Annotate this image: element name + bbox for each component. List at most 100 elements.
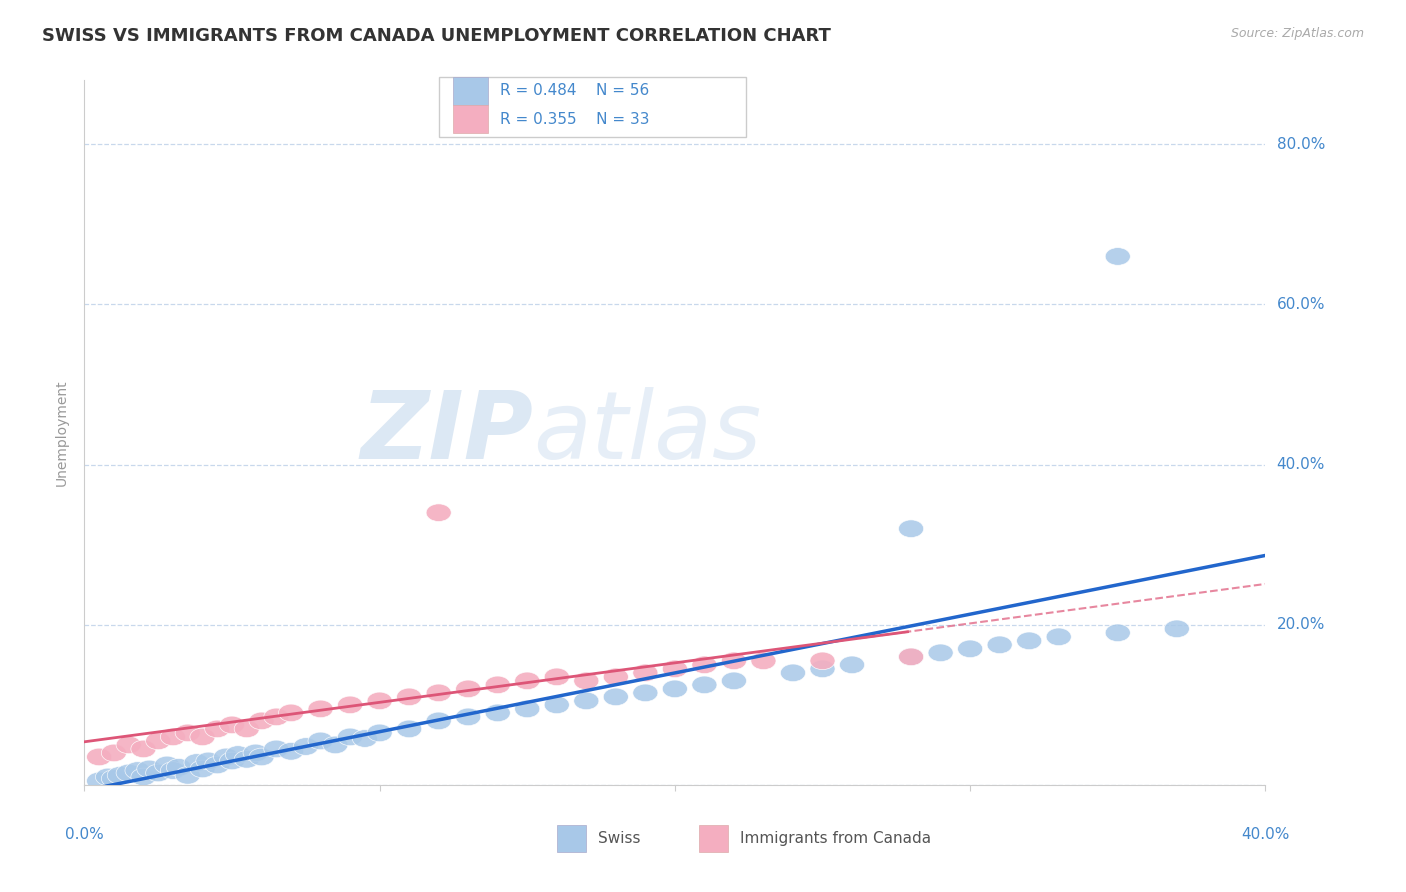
Text: 40.0%: 40.0% xyxy=(1277,458,1324,472)
Ellipse shape xyxy=(367,692,392,710)
Ellipse shape xyxy=(426,504,451,522)
Ellipse shape xyxy=(219,716,245,734)
Ellipse shape xyxy=(751,652,776,670)
Text: R = 0.484    N = 56: R = 0.484 N = 56 xyxy=(501,83,650,98)
Ellipse shape xyxy=(721,652,747,670)
Ellipse shape xyxy=(426,712,451,730)
Ellipse shape xyxy=(264,708,288,726)
Ellipse shape xyxy=(353,730,377,747)
Ellipse shape xyxy=(367,724,392,742)
Ellipse shape xyxy=(898,648,924,665)
Ellipse shape xyxy=(235,750,259,768)
Ellipse shape xyxy=(1105,624,1130,641)
Text: ZIP: ZIP xyxy=(360,386,533,479)
Ellipse shape xyxy=(692,656,717,673)
Ellipse shape xyxy=(456,708,481,726)
Text: R = 0.355    N = 33: R = 0.355 N = 33 xyxy=(501,112,650,127)
Ellipse shape xyxy=(117,764,141,781)
Ellipse shape xyxy=(987,636,1012,654)
Ellipse shape xyxy=(426,684,451,702)
Ellipse shape xyxy=(243,744,269,762)
Ellipse shape xyxy=(87,772,111,789)
Ellipse shape xyxy=(131,740,156,757)
Ellipse shape xyxy=(396,720,422,738)
Ellipse shape xyxy=(810,652,835,670)
Ellipse shape xyxy=(96,768,121,786)
Ellipse shape xyxy=(205,720,229,738)
Ellipse shape xyxy=(323,736,347,754)
Ellipse shape xyxy=(146,732,170,749)
Text: SWISS VS IMMIGRANTS FROM CANADA UNEMPLOYMENT CORRELATION CHART: SWISS VS IMMIGRANTS FROM CANADA UNEMPLOY… xyxy=(42,27,831,45)
Ellipse shape xyxy=(160,762,186,780)
Ellipse shape xyxy=(264,740,288,757)
Ellipse shape xyxy=(928,644,953,662)
Ellipse shape xyxy=(574,672,599,690)
Ellipse shape xyxy=(107,766,132,784)
Ellipse shape xyxy=(1105,248,1130,265)
Ellipse shape xyxy=(294,738,318,756)
Ellipse shape xyxy=(810,660,835,678)
Ellipse shape xyxy=(190,728,215,746)
Ellipse shape xyxy=(544,668,569,686)
Ellipse shape xyxy=(1046,628,1071,646)
Ellipse shape xyxy=(515,672,540,690)
Ellipse shape xyxy=(166,758,191,776)
Text: 20.0%: 20.0% xyxy=(1277,617,1324,632)
Ellipse shape xyxy=(692,676,717,694)
Text: atlas: atlas xyxy=(533,387,762,478)
Ellipse shape xyxy=(219,752,245,770)
Ellipse shape xyxy=(160,728,186,746)
Ellipse shape xyxy=(337,696,363,714)
Text: Swiss: Swiss xyxy=(598,831,641,846)
Text: 60.0%: 60.0% xyxy=(1277,297,1324,312)
Ellipse shape xyxy=(214,748,239,765)
Ellipse shape xyxy=(662,660,688,678)
Ellipse shape xyxy=(515,700,540,718)
Text: 0.0%: 0.0% xyxy=(65,827,104,842)
Ellipse shape xyxy=(662,680,688,698)
Ellipse shape xyxy=(1017,632,1042,649)
Ellipse shape xyxy=(337,728,363,746)
Ellipse shape xyxy=(176,766,200,784)
Text: 40.0%: 40.0% xyxy=(1241,827,1289,842)
Ellipse shape xyxy=(633,664,658,681)
Ellipse shape xyxy=(721,672,747,690)
Ellipse shape xyxy=(603,668,628,686)
Ellipse shape xyxy=(485,704,510,722)
Text: Source: ZipAtlas.com: Source: ZipAtlas.com xyxy=(1230,27,1364,40)
Ellipse shape xyxy=(456,680,481,698)
Ellipse shape xyxy=(780,664,806,681)
Ellipse shape xyxy=(898,648,924,665)
Ellipse shape xyxy=(195,752,221,770)
Ellipse shape xyxy=(485,676,510,694)
Y-axis label: Unemployment: Unemployment xyxy=(55,379,69,486)
Ellipse shape xyxy=(225,746,250,764)
Ellipse shape xyxy=(136,760,162,778)
Ellipse shape xyxy=(957,640,983,657)
Ellipse shape xyxy=(190,760,215,778)
Ellipse shape xyxy=(278,742,304,760)
Ellipse shape xyxy=(87,748,111,765)
Ellipse shape xyxy=(1164,620,1189,638)
FancyBboxPatch shape xyxy=(557,825,586,852)
Ellipse shape xyxy=(898,520,924,538)
Ellipse shape xyxy=(603,688,628,706)
Ellipse shape xyxy=(396,688,422,706)
Ellipse shape xyxy=(839,656,865,673)
Text: 80.0%: 80.0% xyxy=(1277,136,1324,152)
Ellipse shape xyxy=(101,744,127,762)
Ellipse shape xyxy=(176,724,200,742)
Ellipse shape xyxy=(205,756,229,773)
Ellipse shape xyxy=(155,756,180,773)
Ellipse shape xyxy=(125,762,150,780)
Ellipse shape xyxy=(235,720,259,738)
Ellipse shape xyxy=(574,692,599,710)
FancyBboxPatch shape xyxy=(453,77,488,105)
FancyBboxPatch shape xyxy=(453,105,488,133)
Ellipse shape xyxy=(146,764,170,781)
Ellipse shape xyxy=(117,736,141,754)
Ellipse shape xyxy=(544,696,569,714)
Ellipse shape xyxy=(249,712,274,730)
Ellipse shape xyxy=(131,768,156,786)
Text: Immigrants from Canada: Immigrants from Canada xyxy=(740,831,931,846)
